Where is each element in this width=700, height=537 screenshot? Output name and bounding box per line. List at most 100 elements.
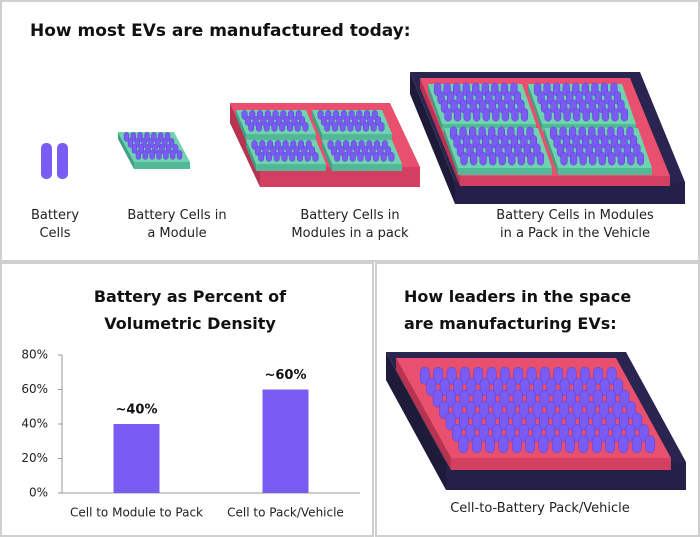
battery-cell bbox=[598, 152, 606, 166]
battery-cell bbox=[632, 412, 643, 431]
box-front bbox=[322, 134, 392, 141]
battery-cell bbox=[605, 435, 616, 454]
step-label: Battery Cells in a Module bbox=[127, 208, 227, 241]
battery-cell bbox=[485, 435, 496, 454]
battery-cell bbox=[579, 366, 590, 385]
battery-cell bbox=[586, 378, 597, 396]
battery-cell bbox=[255, 122, 262, 132]
box-side bbox=[236, 110, 246, 141]
battery-cell bbox=[599, 378, 610, 396]
battery-cell bbox=[517, 152, 525, 166]
battery-cell bbox=[271, 122, 278, 132]
battery-cell bbox=[539, 366, 550, 385]
box-front bbox=[256, 164, 326, 171]
y-tick-label: 0% bbox=[29, 486, 48, 500]
box-front bbox=[455, 182, 685, 204]
box-side bbox=[312, 110, 322, 141]
battery-cell bbox=[489, 152, 497, 166]
battery-cell bbox=[499, 366, 510, 385]
battery-cell bbox=[341, 152, 348, 162]
battery-cell bbox=[471, 435, 482, 454]
battery-cell bbox=[572, 424, 582, 442]
battery-cell bbox=[511, 108, 519, 122]
battery-cell bbox=[499, 389, 510, 408]
box-side bbox=[528, 84, 542, 131]
value-label: ~60% bbox=[264, 368, 306, 383]
battery-cell bbox=[617, 152, 625, 166]
battery-cell bbox=[551, 435, 562, 454]
battery-cell bbox=[539, 389, 550, 408]
battery-cell bbox=[453, 378, 463, 396]
step-label: Battery Cells in Modules in a pack bbox=[291, 208, 409, 241]
battery-cell bbox=[545, 401, 556, 419]
battery-cell bbox=[378, 122, 385, 132]
battery-cell bbox=[279, 122, 286, 132]
battery-cell bbox=[498, 152, 506, 166]
battery-cell bbox=[479, 401, 490, 419]
battery-cell bbox=[606, 366, 617, 385]
x-tick-label: Cell to Pack/Vehicle bbox=[227, 506, 344, 520]
battery-cell bbox=[511, 435, 522, 454]
battery-cell bbox=[553, 108, 562, 122]
battery-cell bbox=[469, 152, 478, 166]
battery-cell bbox=[426, 378, 437, 396]
x-tick-label: Cell to Module to Pack bbox=[70, 506, 203, 520]
battery-cell bbox=[485, 412, 496, 431]
battery-cell bbox=[585, 424, 596, 442]
battery-cell bbox=[439, 378, 450, 396]
battery-cell bbox=[444, 108, 452, 122]
battery-cell bbox=[592, 389, 603, 408]
header-title: How most EVs are manufactured today: bbox=[30, 21, 411, 41]
battery-cell bbox=[163, 150, 169, 160]
battery-cell bbox=[170, 150, 176, 160]
box-side bbox=[544, 128, 558, 175]
bar bbox=[113, 424, 160, 493]
battery-cell bbox=[324, 122, 331, 132]
y-tick-label: 60% bbox=[21, 382, 48, 396]
box-side bbox=[386, 352, 446, 490]
battery-cell bbox=[463, 108, 471, 122]
battery-cell bbox=[579, 412, 589, 431]
battery-cell bbox=[498, 435, 509, 454]
battery-cell bbox=[558, 424, 569, 442]
battery-cell bbox=[619, 389, 630, 408]
leaders-caption: Cell-to-Battery Pack/Vehicle bbox=[450, 501, 630, 516]
battery-cell bbox=[334, 152, 341, 162]
battery-cell bbox=[645, 435, 656, 454]
battery-cell bbox=[552, 389, 563, 408]
battery-cell bbox=[536, 152, 545, 166]
battery-cell bbox=[362, 122, 369, 132]
battery-cell bbox=[302, 122, 309, 132]
battery-cell bbox=[349, 152, 356, 162]
box-side bbox=[230, 103, 260, 187]
battery-cell bbox=[619, 412, 629, 431]
step-label: Battery Cells bbox=[30, 208, 80, 241]
battery-cell bbox=[592, 412, 603, 431]
battery-cell bbox=[492, 424, 502, 442]
battery-cell bbox=[569, 152, 578, 166]
battery-cell bbox=[598, 424, 609, 442]
battery-cell bbox=[572, 401, 583, 419]
battery-cell bbox=[459, 389, 470, 408]
box-front bbox=[460, 176, 670, 186]
battery-cell bbox=[538, 435, 549, 454]
battery-cell bbox=[446, 389, 456, 408]
battery-cell bbox=[452, 401, 463, 419]
battery-cell bbox=[493, 378, 503, 396]
battery-cell bbox=[439, 401, 450, 419]
battery-cell bbox=[57, 143, 68, 179]
battery-cell bbox=[286, 122, 293, 132]
battery-cell bbox=[563, 108, 571, 122]
battery-cell bbox=[127, 138, 134, 148]
battery-cell bbox=[281, 152, 288, 162]
battery-cell bbox=[482, 108, 490, 122]
box-front bbox=[451, 458, 671, 470]
battery-cell bbox=[355, 122, 362, 132]
battery-cell bbox=[620, 108, 629, 122]
battery-cell bbox=[486, 389, 496, 408]
battery-cell bbox=[532, 424, 542, 442]
battery-cell bbox=[289, 152, 296, 162]
battery-cell bbox=[499, 412, 509, 431]
battery-cell bbox=[176, 150, 183, 160]
battery-cell bbox=[579, 389, 590, 408]
